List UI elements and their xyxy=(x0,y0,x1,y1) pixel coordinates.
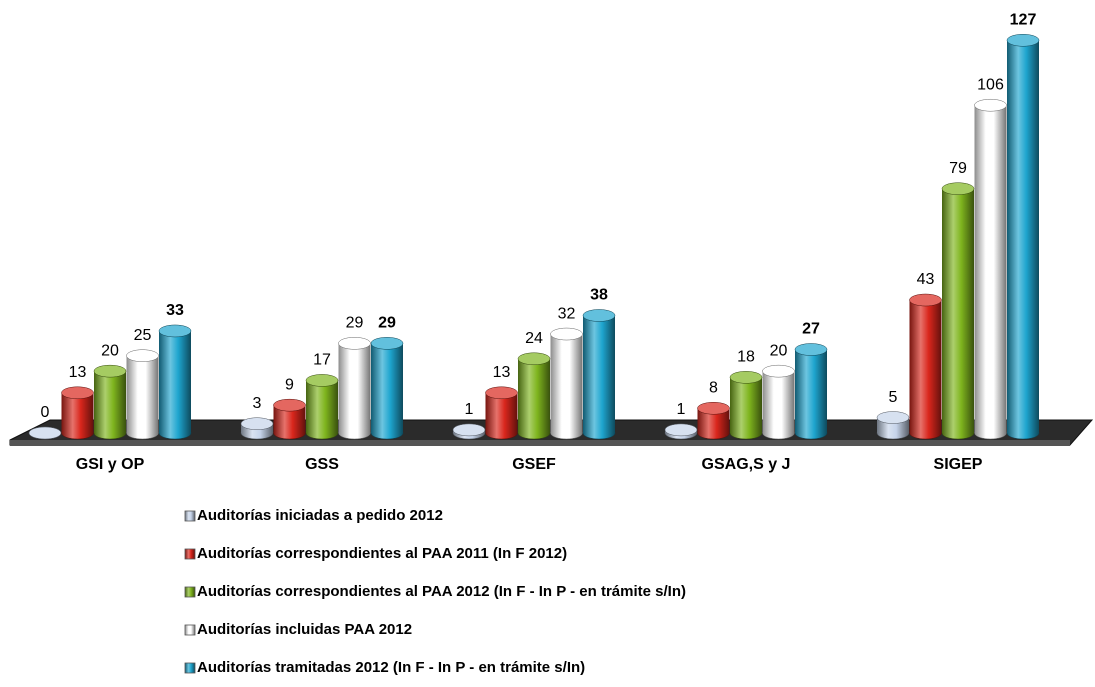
bar xyxy=(974,105,1007,433)
bar-top xyxy=(126,349,159,362)
bar-top xyxy=(273,398,306,412)
data-label: 9 xyxy=(285,376,294,393)
bar xyxy=(909,300,942,433)
bar xyxy=(94,371,126,433)
x-tick-label: GSS xyxy=(305,456,339,473)
bar xyxy=(371,343,403,433)
bar xyxy=(1007,40,1039,434)
bar-top xyxy=(93,364,127,378)
bar-top xyxy=(941,182,975,195)
data-label: 29 xyxy=(378,315,396,332)
data-label: 27 xyxy=(802,321,820,338)
data-label: 20 xyxy=(770,342,788,359)
data-label: 79 xyxy=(949,160,967,177)
legend-label: Auditorías correspondientes al PAA 2011 … xyxy=(197,545,567,562)
data-label: 20 xyxy=(101,342,119,359)
data-label: 32 xyxy=(558,305,576,322)
bar-top xyxy=(729,371,763,384)
data-label: 25 xyxy=(134,327,152,344)
bar-top xyxy=(876,411,910,424)
x-tick-label: GSAG,S y J xyxy=(702,456,791,473)
bar-top xyxy=(697,402,730,415)
data-label: 5 xyxy=(889,389,898,406)
legend-marker xyxy=(184,662,196,674)
data-label: 127 xyxy=(1010,11,1037,28)
data-label: 13 xyxy=(69,364,87,381)
bar xyxy=(159,330,191,433)
bar-top xyxy=(370,337,404,350)
bar xyxy=(942,188,974,433)
data-label: 8 xyxy=(709,379,718,396)
data-label: 43 xyxy=(917,271,935,288)
data-label: 38 xyxy=(590,287,608,304)
data-label: 106 xyxy=(977,76,1004,93)
bar xyxy=(762,371,795,433)
bar-top xyxy=(452,423,486,437)
bar-top xyxy=(28,426,62,440)
bar xyxy=(583,315,615,433)
bar xyxy=(730,377,762,433)
data-label: 24 xyxy=(525,330,543,347)
bar-top xyxy=(305,374,339,387)
legend-label: Auditorías iniciadas a pedido 2012 xyxy=(197,507,443,524)
legend-marker xyxy=(184,510,196,522)
bar xyxy=(795,349,827,433)
bar-top xyxy=(1006,34,1040,47)
bar-top xyxy=(762,364,795,378)
bar-top xyxy=(550,327,583,341)
bar-top xyxy=(338,337,371,350)
x-tick-label: GSI y OP xyxy=(76,456,145,473)
bar-top xyxy=(582,309,616,322)
bar xyxy=(485,392,518,433)
bar-top xyxy=(909,293,942,307)
x-tick-label: GSEF xyxy=(512,456,556,473)
bar xyxy=(61,392,94,433)
bar-top xyxy=(664,423,698,437)
floor-edge xyxy=(10,440,1070,446)
bar-top xyxy=(974,98,1007,112)
data-label: 18 xyxy=(737,349,755,366)
legend-marker xyxy=(184,548,196,560)
data-label: 3 xyxy=(253,395,262,412)
bar-top xyxy=(794,343,828,356)
data-label: 33 xyxy=(166,302,184,319)
legend-label: Auditorías tramitadas 2012 (In F - In P … xyxy=(197,659,585,676)
bar xyxy=(550,334,583,433)
data-label: 17 xyxy=(313,352,331,369)
data-label: 29 xyxy=(346,315,364,332)
bar-top xyxy=(240,417,274,430)
bar xyxy=(126,355,159,433)
bar xyxy=(306,380,338,433)
bar-top xyxy=(485,386,518,400)
bar xyxy=(338,343,371,433)
legend-marker xyxy=(184,624,196,636)
bar-top xyxy=(61,386,94,400)
data-label: 0 xyxy=(41,404,50,421)
legend-label: Auditorías incluidas PAA 2012 xyxy=(197,621,412,638)
x-tick-label: SIGEP xyxy=(934,456,983,473)
legend-label: Auditorías correspondientes al PAA 2012 … xyxy=(197,583,686,600)
bar-top xyxy=(158,324,192,338)
data-label: 1 xyxy=(677,401,686,418)
data-label: 13 xyxy=(493,364,511,381)
legend-marker xyxy=(184,586,196,598)
data-label: 1 xyxy=(465,401,474,418)
bar xyxy=(518,358,550,433)
bar-top xyxy=(517,352,551,366)
